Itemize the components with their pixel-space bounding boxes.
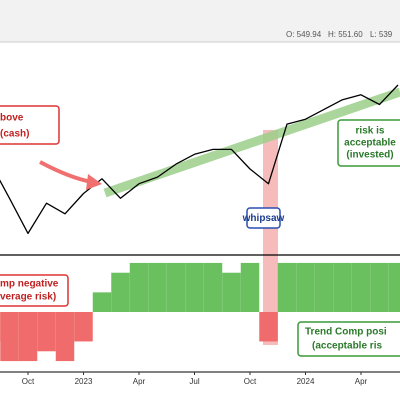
annotation-box — [337, 119, 400, 167]
indicator-bar — [129, 262, 149, 312]
indicator-bar — [240, 262, 260, 312]
price-line — [0, 84, 399, 235]
indicator-bar — [296, 262, 315, 312]
annotation-text: risk is — [356, 126, 385, 137]
arrow — [39, 160, 102, 190]
indicator-bar — [370, 262, 389, 312]
annotation-text: (invested) — [346, 150, 393, 161]
indicator-bar — [92, 292, 112, 312]
indicator-bar — [74, 312, 93, 342]
x-tick-label: Oct — [244, 377, 257, 386]
x-tick-label: Jul — [189, 377, 199, 386]
x-tick-label: Apr — [355, 377, 368, 386]
open-value: O: 549.94 — [286, 30, 322, 39]
header-band — [0, 0, 400, 42]
indicator-bar — [388, 262, 400, 312]
annotation-text: Trend Comp posi — [305, 327, 387, 338]
indicator-bar — [222, 272, 241, 312]
indicator-bar — [111, 272, 130, 312]
indicator-bar — [18, 312, 38, 362]
marks-layer — [0, 84, 400, 362]
annotation-box — [246, 207, 281, 229]
annotation-text: bove — [0, 113, 24, 124]
indicator-bar — [259, 312, 278, 342]
x-tick-label: 2024 — [297, 377, 315, 386]
annotation-box — [297, 321, 400, 357]
indicator-bar — [0, 312, 19, 362]
indicator-bar — [351, 262, 371, 312]
arrow-shaft — [39, 160, 93, 184]
annotation-text: verage risk) — [0, 292, 56, 303]
low-value: L: 539 — [370, 30, 393, 39]
trend-line — [103, 87, 400, 198]
annotation-text: whipsaw — [242, 213, 285, 224]
high-value: H: 551.60 — [328, 30, 363, 39]
arrow-head — [86, 174, 102, 190]
indicator-bar — [203, 262, 223, 312]
annotation-box — [0, 274, 69, 307]
indicator-bar — [166, 262, 186, 312]
x-tick-label: 2023 — [75, 377, 93, 386]
annotation-text: mp negative — [0, 279, 59, 290]
annotation-box — [0, 105, 60, 145]
indicator-bar — [314, 262, 334, 312]
annotation-text: (acceptable ris — [312, 341, 382, 352]
indicator-bar — [185, 262, 204, 312]
annotation-text: acceptable — [344, 138, 396, 149]
indicator-bar — [333, 262, 352, 312]
indicator-bar — [37, 312, 56, 352]
background-layer — [103, 87, 400, 345]
whipsaw-band — [263, 130, 278, 345]
annotation-text: (cash) — [0, 129, 29, 140]
x-tick-label: Oct — [22, 377, 35, 386]
indicator-bar — [277, 262, 297, 312]
indicator-bar — [148, 262, 167, 312]
x-tick-label: Apr — [133, 377, 146, 386]
indicator-bar — [55, 312, 75, 362]
